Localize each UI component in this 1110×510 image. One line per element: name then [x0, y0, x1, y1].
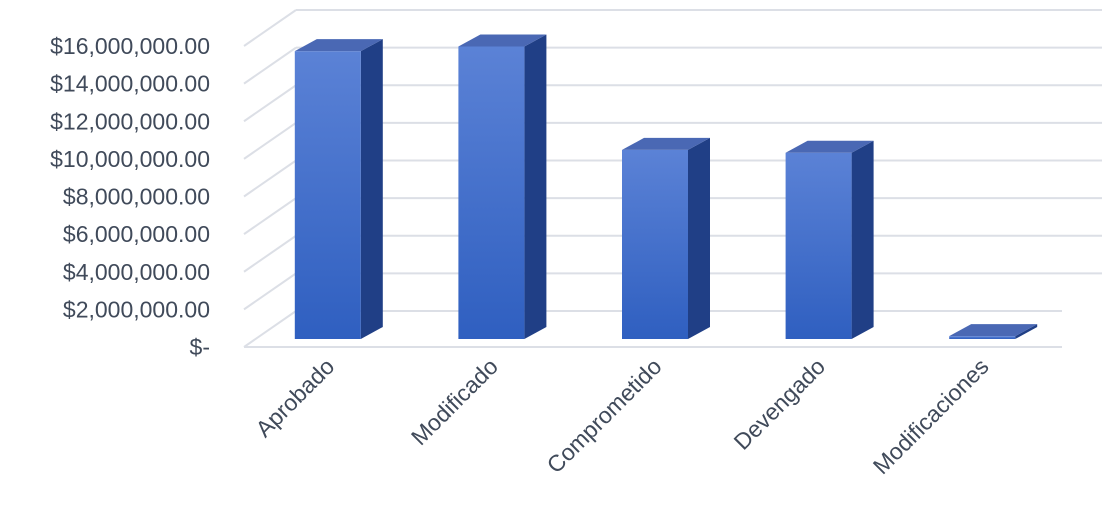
y-tick-label: $16,000,000.00	[50, 33, 210, 59]
y-tick-label: $4,000,000.00	[63, 259, 210, 285]
x-tick-label: Modificado	[406, 353, 503, 450]
y-tick-label: $-	[190, 334, 210, 360]
gridline-diagonal	[243, 46, 297, 85]
bar-modificaciones	[949, 324, 1038, 339]
y-tick-label: $6,000,000.00	[63, 221, 210, 247]
x-tick-label: Comprometido	[541, 353, 666, 478]
bar-front	[622, 149, 688, 339]
gridline-diagonal	[243, 197, 297, 235]
bar-top	[294, 39, 383, 52]
bars	[294, 34, 1038, 339]
bar-side	[851, 140, 874, 339]
bar-front	[785, 152, 852, 339]
gridline-diagonal	[243, 234, 297, 273]
y-tick-label: $8,000,000.00	[63, 184, 210, 210]
bar-modificado	[458, 34, 547, 339]
bar-top	[949, 324, 1038, 337]
bar-side	[688, 137, 710, 339]
x-axis-category-labels: Aprobado Modificado Comprometido Devengado M…	[250, 353, 993, 479]
y-tick-label: $10,000,000.00	[50, 146, 210, 172]
bar-front	[294, 51, 361, 339]
bar-top	[785, 140, 874, 153]
bar-comprometido	[622, 137, 710, 339]
gridline-diagonal	[243, 310, 297, 348]
y-tick-label: $12,000,000.00	[50, 108, 210, 134]
gridline-diagonal	[243, 272, 297, 311]
x-tick-label: Aprobado	[250, 353, 339, 442]
bar-side	[1015, 324, 1038, 339]
bar-front	[458, 46, 525, 339]
bar-side	[524, 34, 547, 339]
gridline-diagonal	[243, 159, 297, 198]
bar-devengado	[785, 140, 874, 339]
gridline-diagonal	[243, 122, 297, 160]
x-tick-label: Modificaciones	[868, 353, 994, 479]
bar-aprobado	[294, 39, 383, 339]
bar-top	[622, 137, 710, 150]
x-tick-label: Devengado	[729, 353, 831, 455]
bar-side	[360, 39, 383, 339]
y-tick-label: $14,000,000.00	[50, 71, 210, 97]
gridline-diagonal	[243, 9, 297, 47]
bar-front	[949, 336, 1016, 339]
bar-top	[458, 34, 547, 47]
y-axis-tick-labels: $- $2,000,000.00 $4,000,000.00 $6,000,000.0…	[50, 33, 210, 360]
y-tick-label: $2,000,000.00	[63, 296, 210, 322]
gridline-diagonal	[243, 84, 297, 123]
